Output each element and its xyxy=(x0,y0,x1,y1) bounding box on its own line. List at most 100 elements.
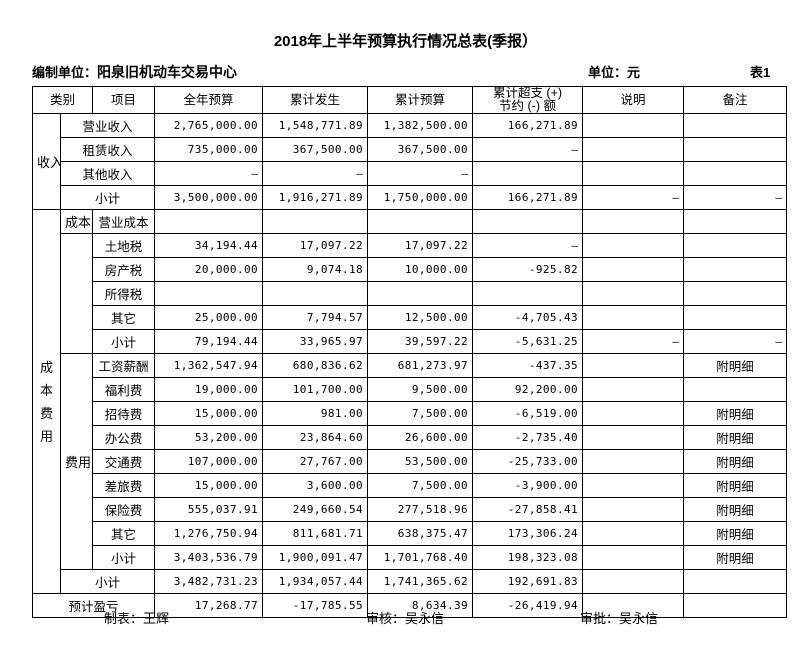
annual-budget-cell: 15,000.00 xyxy=(154,401,264,426)
cumulative-actual-cell: 17,097.22 xyxy=(262,233,369,258)
variance-cell xyxy=(472,209,584,234)
budget-execution-table: 类别 项目 全年预算 累计发生 累计预算 累计超支 (+) 节约 (-) 额 说明… xyxy=(31,86,788,618)
description-cell xyxy=(582,425,685,450)
item-cell: 营业收入 xyxy=(59,113,156,138)
item-cell: 招待费 xyxy=(92,401,156,426)
cumulative-actual-cell: 27,767.00 xyxy=(262,449,369,474)
variance-cell: -6,519.00 xyxy=(472,401,584,426)
prepared-by-label: 编制单位： xyxy=(32,65,98,80)
table-row-estimated-profit: 预计盈亏 17,268.77 -17,785.55 8,634.39 -26,4… xyxy=(31,593,788,618)
description-cell xyxy=(582,497,685,522)
cumulative-actual-cell: 1,548,771.89 xyxy=(262,113,369,138)
annual-budget-cell: 1,362,547.94 xyxy=(154,353,264,378)
item-cell: 小计 xyxy=(59,569,156,594)
table-row: 招待费 15,000.00 981.00 7,500.00 -6,519.00 … xyxy=(33,401,788,426)
cumulative-budget-cell: 10,000.00 xyxy=(367,257,474,282)
cumulative-budget-cell: 7,500.00 xyxy=(367,401,474,426)
description-cell xyxy=(582,521,685,546)
table-row: 费用 工资薪酬 1,362,547.94 680,836.62 681,273.… xyxy=(33,353,788,570)
variance-cell: -2,735.40 xyxy=(472,425,584,450)
annual-budget-cell: 2,765,000.00 xyxy=(154,113,264,138)
variance-cell: 166,271.89 xyxy=(472,185,584,210)
description-cell xyxy=(582,473,685,498)
document-meta-line: 编制单位：阳泉旧机动车交易中心 单位：元 表1 xyxy=(0,62,811,80)
variance-cell xyxy=(472,161,584,186)
column-header-remark: 备注 xyxy=(683,86,788,114)
table-body: 收入 营业收入 2,765,000.00 1,548,771.89 1,382,… xyxy=(31,113,788,618)
remark-cell xyxy=(683,137,788,162)
column-header-description: 说明 xyxy=(582,86,685,114)
description-cell xyxy=(582,137,685,162)
table-row: 小计 3,403,536.79 1,900,091.47 1,701,768.4… xyxy=(33,545,788,570)
column-header-variance: 累计超支 (+) 节约 (-) 额 xyxy=(472,86,584,114)
remark-cell: 附明细 xyxy=(683,521,788,546)
remark-cell: 附明细 xyxy=(683,545,788,570)
variance-cell: 92,200.00 xyxy=(472,377,584,402)
annual-budget-cell xyxy=(154,281,264,306)
variance-cell: 173,306.24 xyxy=(472,521,584,546)
item-cell: 土地税 xyxy=(92,233,156,258)
annual-budget-cell: 1,276,750.94 xyxy=(154,521,264,546)
category-cell-income: 收入 xyxy=(32,113,61,210)
variance-cell: -3,900.00 xyxy=(472,473,584,498)
remark-cell: 附明细 xyxy=(683,449,788,474)
annual-budget-cell: 17,268.77 xyxy=(154,593,264,618)
item-cell: 保险费 xyxy=(92,497,156,522)
description-cell xyxy=(582,377,685,402)
cumulative-budget-cell: 9,500.00 xyxy=(367,377,474,402)
cumulative-budget-cell: 1,701,768.40 xyxy=(367,545,474,570)
cumulative-budget-cell: 53,500.00 xyxy=(367,449,474,474)
subcategory-cell-cost-continued xyxy=(59,233,94,354)
annual-budget-cell: 20,000.00 xyxy=(154,257,264,282)
table-row: 其它 25,000.00 7,794.57 12,500.00 -4,705.4… xyxy=(33,305,788,330)
sheet-number-label: 表1 xyxy=(750,65,771,80)
table-row: 房产税 20,000.00 9,074.18 10,000.00 -925.82 xyxy=(33,257,788,282)
organization-name: 阳泉旧机动车交易中心 xyxy=(97,64,238,80)
cumulative-budget-cell xyxy=(367,209,474,234)
annual-budget-cell: 3,403,536.79 xyxy=(154,545,264,570)
item-cell: 所得税 xyxy=(92,281,156,306)
cumulative-budget-cell: 12,500.00 xyxy=(367,305,474,330)
item-cell: 营业成本 xyxy=(92,209,156,234)
remark-cell xyxy=(683,113,788,138)
remark-cell: 附明细 xyxy=(683,425,788,450)
item-cell: 预计盈亏 xyxy=(31,593,156,618)
item-cell: 办公费 xyxy=(92,425,156,450)
column-header-cumulative-actual: 累计发生 xyxy=(262,86,369,114)
remark-cell xyxy=(683,209,788,234)
description-cell xyxy=(582,209,685,234)
table-header-row: 类别 项目 全年预算 累计发生 累计预算 累计超支 (+) 节约 (-) 额 说明… xyxy=(31,86,788,114)
prepared-by-signature: 制表：王辉 xyxy=(104,611,170,626)
annual-budget-cell: 19,000.00 xyxy=(154,377,264,402)
item-cell: 小计 xyxy=(92,545,156,570)
table-row: 小计 3,500,000.00 1,916,271.89 1,750,000.0… xyxy=(33,185,788,210)
remark-cell: 附明细 xyxy=(683,497,788,522)
table-row: 交通费 107,000.00 27,767.00 53,500.00 -25,7… xyxy=(33,449,788,474)
annual-budget-cell: 3,500,000.00 xyxy=(154,185,264,210)
cumulative-actual-cell: 3,600.00 xyxy=(262,473,369,498)
table-row: 土地税 34,194.44 17,097.22 17,097.22 – xyxy=(33,233,788,354)
cumulative-budget-cell: 39,597.22 xyxy=(367,329,474,354)
table-row: 其它 1,276,750.94 811,681.71 638,375.47 17… xyxy=(33,521,788,546)
cumulative-budget-cell: 1,750,000.00 xyxy=(367,185,474,210)
variance-cell: -4,705.43 xyxy=(472,305,584,330)
description-cell xyxy=(582,305,685,330)
cumulative-actual-cell: 1,934,057.44 xyxy=(262,569,369,594)
cumulative-actual-cell: 249,660.54 xyxy=(262,497,369,522)
annual-budget-cell: – xyxy=(154,161,264,186)
subcategory-cell-expense: 费用 xyxy=(59,353,94,570)
currency-unit-label: 单位：元 xyxy=(588,65,641,80)
cumulative-budget-cell: 26,600.00 xyxy=(367,425,474,450)
table-row: 办公费 53,200.00 23,864.60 26,600.00 -2,735… xyxy=(33,425,788,450)
prepared-by-block: 编制单位：阳泉旧机动车交易中心 xyxy=(32,62,237,82)
cumulative-actual-cell: 101,700.00 xyxy=(262,377,369,402)
item-cell: 房产税 xyxy=(92,257,156,282)
annual-budget-cell: 15,000.00 xyxy=(154,473,264,498)
remark-cell: 附明细 xyxy=(683,353,788,378)
annual-budget-cell: 79,194.44 xyxy=(154,329,264,354)
cumulative-actual-cell xyxy=(262,281,369,306)
cumulative-actual-cell: 1,900,091.47 xyxy=(262,545,369,570)
cumulative-budget-cell: 277,518.96 xyxy=(367,497,474,522)
annual-budget-cell: 735,000.00 xyxy=(154,137,264,162)
description-cell xyxy=(582,233,685,258)
